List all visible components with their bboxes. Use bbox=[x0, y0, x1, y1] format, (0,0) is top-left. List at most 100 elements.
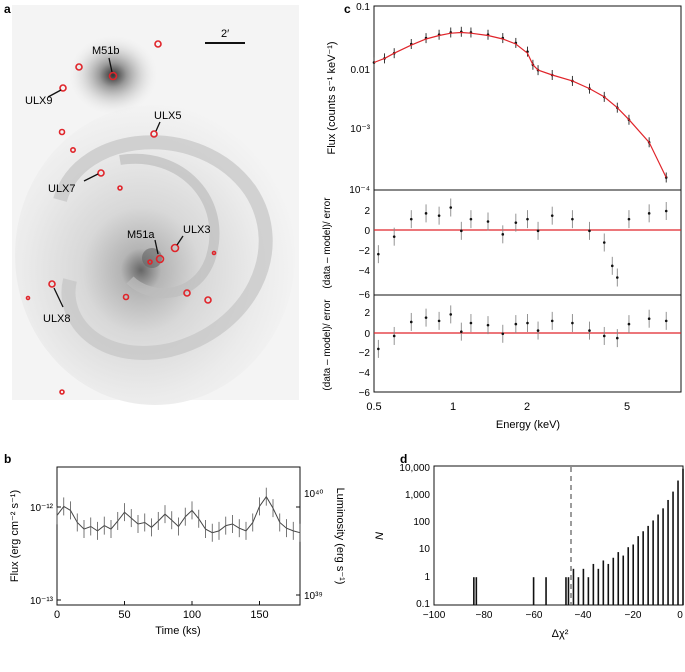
residuals-bot bbox=[377, 305, 668, 358]
pointer-ulx7 bbox=[83, 173, 99, 182]
residual-point bbox=[501, 332, 505, 336]
tick-label: −40 bbox=[575, 610, 592, 621]
tick-label: 100 bbox=[413, 517, 430, 528]
axes-box-d bbox=[433, 465, 684, 606]
contour bbox=[154, 40, 162, 48]
y-axis-label-c-top: Flux (counts s⁻¹ keV⁻¹) bbox=[326, 41, 338, 154]
tick-label: 100 bbox=[183, 609, 201, 621]
model-curve bbox=[373, 31, 667, 178]
contour bbox=[117, 185, 123, 191]
y-tick-labels-c-bot: 2 0 −2 −4 −6 bbox=[359, 308, 371, 399]
residual-point bbox=[392, 334, 396, 338]
tick-label: −60 bbox=[526, 610, 543, 621]
residual-point bbox=[501, 233, 505, 236]
residual-point bbox=[526, 321, 529, 325]
residual-point bbox=[664, 319, 668, 323]
tick-label: −4 bbox=[359, 266, 371, 277]
x-tick-labels-d: −100 −80 −60 −40 −20 0 bbox=[423, 610, 683, 621]
tick-label: 10⁴⁰ bbox=[304, 489, 323, 500]
tick-label: 10⁻¹² bbox=[30, 503, 54, 514]
residual-point bbox=[571, 321, 574, 325]
residual-point bbox=[536, 229, 540, 233]
residual-point bbox=[486, 323, 490, 327]
y-axis-label-c-mid: (data – model)/ error bbox=[322, 197, 333, 289]
panel-letter-c: c bbox=[344, 2, 351, 16]
contour bbox=[204, 296, 212, 304]
contour bbox=[25, 295, 31, 301]
residual-point bbox=[627, 217, 631, 221]
residual-point bbox=[647, 212, 651, 215]
nucleus bbox=[142, 248, 162, 268]
panel-letter-b: b bbox=[4, 452, 11, 466]
contour bbox=[211, 250, 217, 256]
tick-label: 0.5 bbox=[366, 401, 381, 413]
label-ulx8: ULX8 bbox=[43, 313, 71, 325]
tick-label: 10,000 bbox=[399, 463, 430, 474]
tick-label: 10⁻¹³ bbox=[30, 596, 54, 607]
tick-label: 50 bbox=[118, 609, 130, 621]
x-tick-labels-c: 0.5 1 2 5 bbox=[366, 401, 630, 413]
histogram-bars bbox=[473, 468, 684, 605]
spiral-arm-inner bbox=[119, 153, 220, 298]
tick-label: 0 bbox=[364, 329, 370, 340]
pointer-m51b bbox=[108, 57, 113, 73]
tick-label: 1,000 bbox=[405, 490, 430, 501]
residual-point bbox=[392, 235, 396, 238]
residual-point bbox=[588, 329, 591, 332]
tick-label: 10³⁹ bbox=[304, 591, 323, 602]
spiral-arm bbox=[53, 135, 273, 360]
residual-point bbox=[627, 322, 631, 326]
contour bbox=[183, 289, 191, 297]
label-ulx3: ULX3 bbox=[183, 224, 211, 236]
residual-point bbox=[449, 206, 453, 209]
pointer-ulx5 bbox=[155, 121, 161, 132]
tick-label: −6 bbox=[359, 290, 371, 301]
label-pointers bbox=[47, 57, 184, 308]
label-ulx9: ULX9 bbox=[25, 95, 53, 107]
label-ulx7: ULX7 bbox=[48, 183, 76, 195]
panel-letter-a: a bbox=[4, 2, 11, 16]
tick-label: −2 bbox=[359, 348, 371, 359]
tick-label: 150 bbox=[250, 609, 268, 621]
residual-point bbox=[615, 336, 619, 340]
pointer-ulx3 bbox=[176, 235, 184, 246]
contour bbox=[75, 63, 83, 71]
residual-point bbox=[437, 319, 441, 323]
x-tick-labels-b: 0 50 100 150 bbox=[54, 609, 269, 621]
tick-label: 10⁻³ bbox=[350, 124, 370, 135]
tick-label: 10 bbox=[419, 544, 431, 555]
tick-label: −100 bbox=[423, 610, 446, 621]
residual-point bbox=[615, 276, 619, 279]
residual-point bbox=[526, 217, 529, 221]
tick-label: −80 bbox=[476, 610, 493, 621]
residual-point bbox=[514, 322, 518, 326]
residual-point bbox=[550, 319, 554, 323]
axes-box-b bbox=[56, 466, 301, 606]
y-tick-labels-c-top: 0.1 0.01 10⁻³ 10⁻⁴ bbox=[349, 2, 370, 196]
residual-point bbox=[424, 316, 428, 319]
y-axis-label-b: Flux (erg cm⁻² s⁻¹) bbox=[9, 490, 21, 582]
panel-d: d 10,000 1,000 100 10 1 0.1 −100 −80 −60… bbox=[374, 452, 684, 640]
residual-point bbox=[460, 330, 463, 333]
y-tick-labels-c-mid: 2 0 −2 −4 −6 bbox=[359, 206, 371, 301]
tick-label: −4 bbox=[359, 368, 371, 379]
residual-point bbox=[409, 217, 413, 221]
y-axis-label-d: N bbox=[374, 532, 386, 540]
panel-a: a bbox=[4, 2, 299, 405]
tick-label: 0.1 bbox=[356, 2, 370, 13]
residual-point bbox=[664, 209, 668, 213]
panel-b: b 0 50 100 150 Time (ks) 10⁻¹² 10⁻¹³ 10⁴… bbox=[4, 452, 346, 637]
x-axis-label-b: Time (ks) bbox=[155, 625, 200, 637]
residual-point bbox=[469, 321, 473, 325]
source-labels: M51b ULX9 ULX5 ULX7 M51a ULX3 ULX8 bbox=[25, 45, 211, 325]
tick-label: −6 bbox=[359, 388, 371, 399]
tick-label: 0 bbox=[677, 610, 683, 621]
contour-ulx3 bbox=[170, 243, 180, 253]
tick-label: 0 bbox=[54, 609, 60, 621]
pointer-m51a bbox=[154, 239, 159, 255]
tick-label: 1 bbox=[424, 572, 430, 583]
contour bbox=[58, 128, 66, 136]
residual-point bbox=[647, 317, 651, 321]
residual-point bbox=[610, 264, 614, 268]
contour-ulx9 bbox=[59, 84, 67, 92]
